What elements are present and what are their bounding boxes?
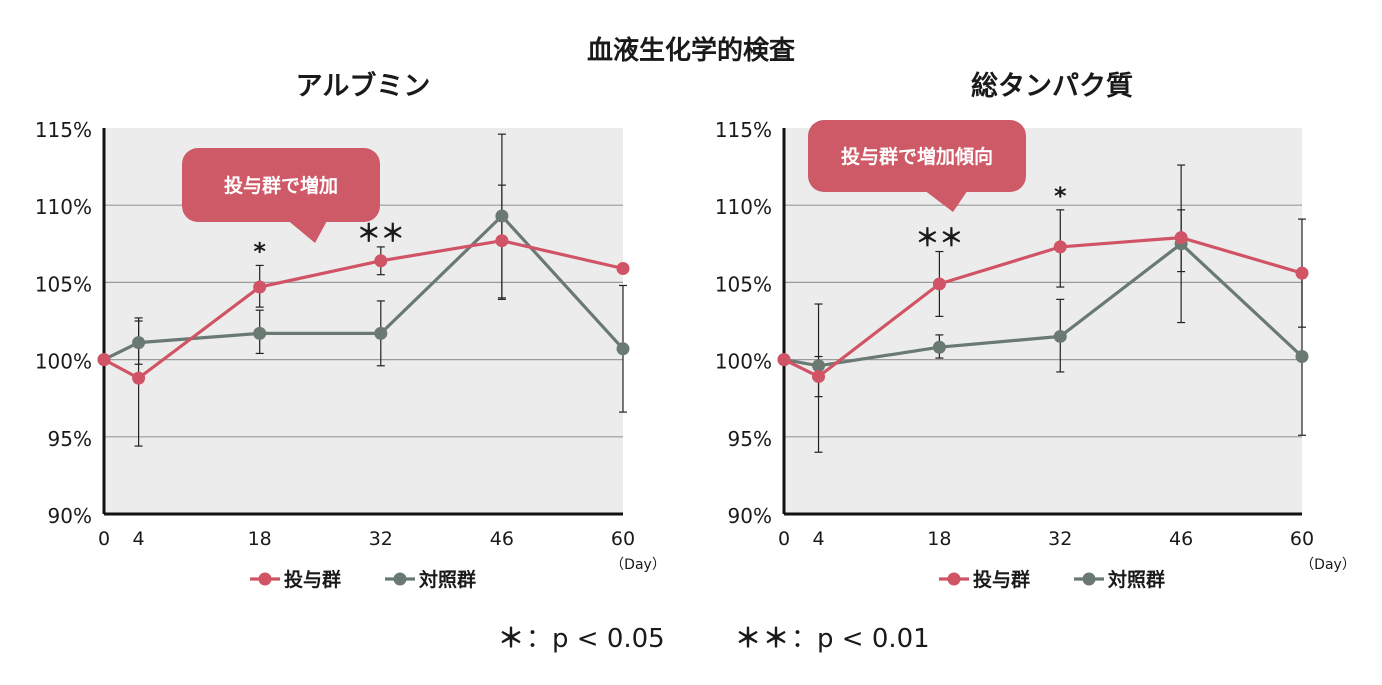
y-tick-label: 110% [35,195,92,219]
treatment-point [777,353,791,367]
chart-title: 総タンパク質 [971,70,1133,102]
control-point [932,340,946,354]
significance-marker: * [253,237,266,265]
treatment-legend-label: 投与群 [973,568,1030,591]
footnote-text: ：p < 0.05 [526,624,665,654]
treatment-point [932,277,946,291]
x-tick-label: 60 [1290,528,1314,550]
control-legend-label: 対照群 [1107,568,1165,591]
treatment-point [97,353,111,367]
footnote-p005: ＊：p < 0.05 [498,618,665,655]
x-tick-label: 4 [133,528,145,550]
x-tick-label: 46 [1169,528,1193,550]
chart-title: アルブミン [296,70,431,102]
albumin-chart: アルブミン 90% 95% 100% 105% 110% 115% 0 4 18 32 46 60 （Da… [35,70,666,591]
control-legend-marker [1082,572,1096,586]
y-tick-label: 100% [715,350,772,374]
treatment-legend-marker [258,572,272,586]
control-point [1295,350,1309,364]
x-tick-label: 0 [98,528,110,550]
treatment-legend-label: 投与群 [284,568,341,591]
control-point [812,359,826,373]
significance-marker: ＊＊ [357,219,405,247]
control-point [132,336,146,350]
y-tick-label: 90% [48,504,92,528]
treatment-point [1295,266,1309,280]
control-point [495,209,509,223]
treatment-point [1174,231,1188,245]
control-legend-label: 対照群 [418,568,476,591]
control-point [253,326,267,340]
callout-text: 投与群で増加傾向 [841,145,993,168]
control-point [616,342,630,356]
y-tick-label: 100% [35,350,92,374]
y-tick-label: 115% [715,118,772,142]
y-tick-label: 105% [715,272,772,296]
plot-area [784,128,1302,514]
callout-bubble [808,120,1026,192]
y-tick-label: 105% [35,272,92,296]
y-tick-label: 95% [48,427,92,451]
main-title: 血液生化学的検査 [586,36,795,66]
y-tick-label: 95% [728,427,772,451]
x-unit-label: （Day） [1300,557,1356,573]
y-tick-label: 115% [35,118,92,142]
y-tick-label: 110% [715,195,772,219]
treatment-point [253,280,267,294]
control-point [374,326,388,340]
treatment-point [812,370,826,384]
treatment-point [616,262,630,276]
treatment-point [495,234,509,248]
control-point [1053,329,1067,343]
treatment-point [1053,240,1067,254]
y-tick-label: 90% [728,504,772,528]
callout-tail [921,188,970,212]
footnote-stars: ＊ [498,624,527,654]
callout-bubble [182,148,380,222]
x-unit-label: （Day） [610,557,666,573]
callout-tail [284,218,329,243]
x-tick-label: 32 [369,528,393,550]
significance-marker: * [1054,182,1067,210]
control-legend-marker [393,572,407,586]
callout-text: 投与群で増加 [224,174,338,197]
footnote-p001: ＊＊：p < 0.01 [735,618,930,655]
x-tick-label: 0 [778,528,790,550]
significance-marker: ＊＊ [915,224,963,252]
footnote-text: ：p < 0.01 [791,624,930,654]
footnote-stars: ＊＊ [735,624,792,654]
treatment-point [374,254,388,268]
treatment-point [132,371,146,385]
total-protein-chart: 総タンパク質 90% 95% 100% 105% 110% 115% 0 4 18 32 46 60 （D… [715,70,1356,591]
treatment-series-line [103,239,624,380]
x-tick-label: 18 [927,528,951,550]
x-tick-label: 4 [812,528,824,550]
x-tick-label: 18 [248,528,272,550]
x-tick-label: 46 [490,528,514,550]
treatment-legend-marker [947,572,961,586]
x-tick-label: 60 [611,528,635,550]
x-tick-label: 32 [1048,528,1072,550]
